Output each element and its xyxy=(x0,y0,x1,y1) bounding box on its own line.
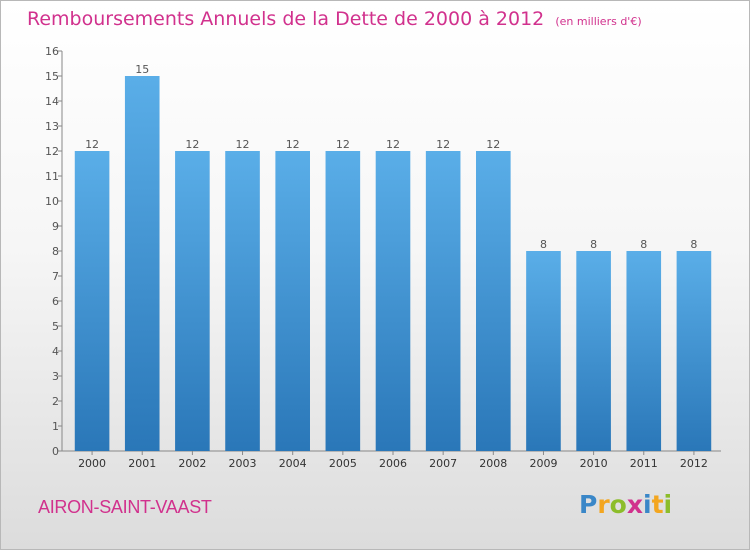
brand-logo-letter: i xyxy=(643,490,652,519)
data-label: 12 xyxy=(185,138,199,151)
data-label: 8 xyxy=(640,238,647,251)
y-tick-label: 3 xyxy=(52,370,59,383)
x-tick-label: 2001 xyxy=(128,457,156,470)
bar xyxy=(425,151,461,451)
y-tick-label: 6 xyxy=(52,295,59,308)
data-labels-group: 12 15 12 12 12 12 12 12 12 8 8 8 8 xyxy=(85,63,697,251)
brand-logo-letter: i xyxy=(663,490,673,519)
y-tick-label: 2 xyxy=(52,395,59,408)
bar xyxy=(275,151,310,451)
y-tick-label: 16 xyxy=(45,45,59,58)
y-tick-label: 8 xyxy=(52,245,59,258)
data-label: 8 xyxy=(690,238,697,251)
data-label: 8 xyxy=(540,238,547,251)
data-label: 12 xyxy=(236,138,250,151)
x-tick-label: 2007 xyxy=(429,457,457,470)
y-tick-label: 0 xyxy=(52,445,59,458)
y-tick-label: 1 xyxy=(52,420,59,433)
y-tick-label: 13 xyxy=(45,120,59,133)
bar xyxy=(175,151,210,451)
brand-logo: Proxiti xyxy=(579,490,672,519)
x-tick-label: 2000 xyxy=(78,457,106,470)
y-tick-label: 4 xyxy=(52,345,59,358)
x-tick-label: 2004 xyxy=(279,457,307,470)
y-tick-label: 14 xyxy=(45,95,59,108)
x-tick-label: 2008 xyxy=(479,457,507,470)
y-tick-label: 11 xyxy=(45,170,59,183)
y-tick-label: 12 xyxy=(45,145,59,158)
y-tick-label: 7 xyxy=(52,270,59,283)
location-label: AIRON-SAINT-VAAST xyxy=(38,497,212,517)
y-tick-label: 5 xyxy=(52,320,59,333)
bar xyxy=(124,76,160,451)
bar xyxy=(626,251,662,451)
x-tick-label: 2005 xyxy=(329,457,357,470)
y-tick-label: 10 xyxy=(45,195,59,208)
bars-group xyxy=(74,76,712,451)
x-tick-label: 2012 xyxy=(680,457,708,470)
y-tick-label: 15 xyxy=(45,70,59,83)
data-label: 12 xyxy=(336,138,350,151)
bar xyxy=(676,251,712,451)
x-tick-label: 2002 xyxy=(178,457,206,470)
x-axis: 2000 2001 2002 2003 2004 2005 2006 2007 2008 2009… xyxy=(62,450,721,470)
chart-title-row: Remboursements Annuels de la Dette de 20… xyxy=(27,8,642,30)
brand-logo-letter: r xyxy=(597,490,610,519)
bar xyxy=(576,251,611,451)
data-label: 12 xyxy=(486,138,500,151)
brand-logo-letter: t xyxy=(651,490,664,519)
bar xyxy=(375,151,411,451)
brand-logo-letter: P xyxy=(579,490,598,519)
x-tick-label: 2010 xyxy=(580,457,608,470)
data-label: 12 xyxy=(386,138,400,151)
bar xyxy=(74,151,110,451)
x-tick-label: 2009 xyxy=(529,457,557,470)
data-label: 15 xyxy=(135,63,149,76)
brand-logo-letter: x xyxy=(626,490,643,519)
brand-logo-letter: o xyxy=(609,490,627,519)
bar xyxy=(225,151,260,451)
chart-title: Remboursements Annuels de la Dette de 20… xyxy=(27,8,545,30)
chart-subtitle: (en milliers d'€) xyxy=(555,15,642,28)
data-label: 8 xyxy=(590,238,597,251)
data-label: 12 xyxy=(85,138,99,151)
data-label: 12 xyxy=(436,138,450,151)
bar xyxy=(526,251,561,451)
bar xyxy=(325,151,361,451)
x-tick-label: 2003 xyxy=(229,457,257,470)
data-label: 12 xyxy=(286,138,300,151)
x-tick-label: 2011 xyxy=(630,457,658,470)
y-tick-label: 9 xyxy=(52,220,59,233)
bar xyxy=(476,151,511,451)
x-tick-label: 2006 xyxy=(379,457,407,470)
